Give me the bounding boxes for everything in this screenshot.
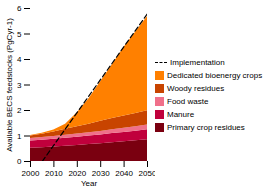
html-text:Woody residues: Woody residues: [167, 83, 225, 93]
svg-text:2: 2: [17, 106, 22, 115]
svg-text:2010: 2010: [45, 169, 63, 178]
svg-text:5: 5: [17, 30, 22, 39]
svg-text:3: 3: [17, 81, 22, 90]
svg-text:2030: 2030: [92, 169, 110, 178]
svg-text:2020: 2020: [68, 169, 86, 178]
svg-text:1: 1: [17, 132, 22, 141]
html-text:Food waste: Food waste: [167, 96, 209, 106]
html-text:Primary crop residues: Primary crop residues: [167, 122, 245, 132]
svg-text:2000: 2000: [22, 169, 40, 178]
svg-text:0: 0: [17, 157, 22, 166]
svg-text:4: 4: [17, 55, 22, 64]
html-text:Manure: Manure: [167, 109, 195, 119]
html-text:Implementation: Implementation: [170, 57, 225, 67]
html-text:Dedicated bioenergy crops: Dedicated bioenergy crops: [167, 70, 263, 80]
svg-text:Year: Year: [81, 179, 98, 188]
svg-text:6: 6: [17, 4, 22, 13]
svg-text:2040: 2040: [115, 169, 133, 178]
svg-text:2050: 2050: [139, 169, 155, 178]
svg-text:Available BECS feedstocks (PgC: Available BECS feedstocks (PgCyr-1): [5, 18, 14, 152]
